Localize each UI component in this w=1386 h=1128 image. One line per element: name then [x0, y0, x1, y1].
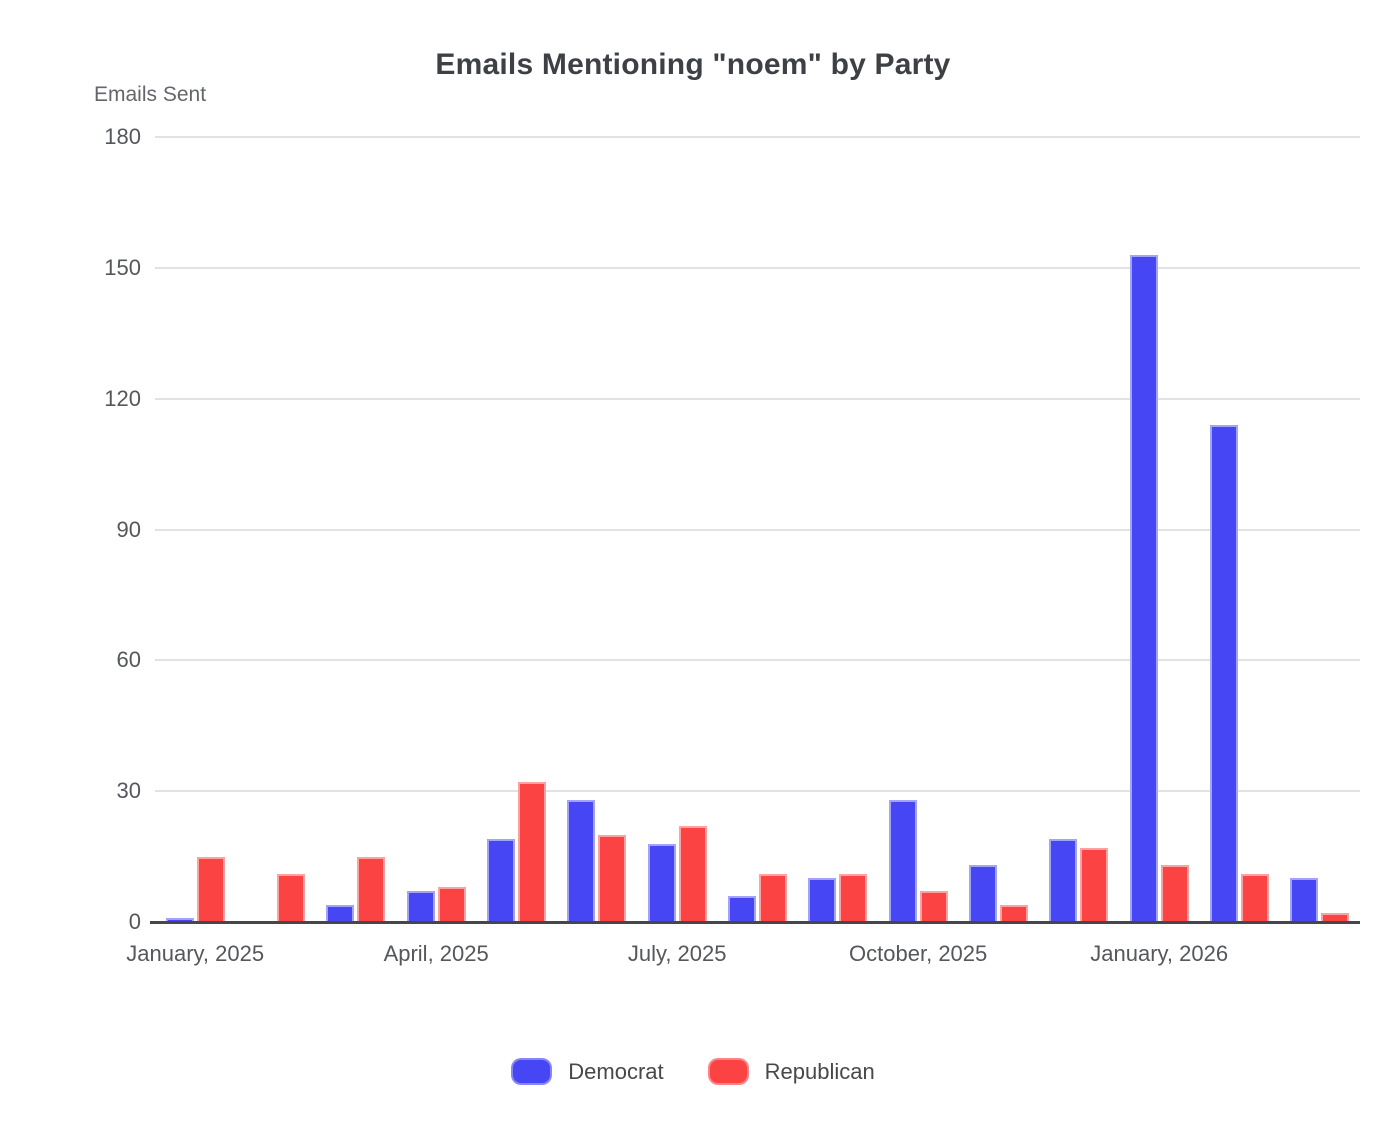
legend-label-republican: Republican — [764, 1058, 875, 1084]
y-tick-label-150: 150 — [104, 254, 141, 280]
y-tick-label-60: 60 — [116, 647, 141, 673]
bar-democrat-october-2025[interactable] — [888, 799, 917, 922]
legend-label-democrat: Democrat — [568, 1058, 664, 1084]
legend-item-republican[interactable]: Republican — [707, 1058, 875, 1085]
gridline-30 — [155, 790, 1360, 793]
bar-group-march-2025 — [316, 137, 396, 922]
bar-republican-may-2025[interactable] — [517, 782, 546, 922]
x-axis-line — [150, 921, 1360, 924]
bar-republican-february-2025[interactable] — [276, 874, 305, 922]
bar-group-september-2025 — [798, 137, 878, 922]
bar-democrat-september-2025[interactable] — [808, 878, 837, 922]
gridline-150 — [155, 266, 1360, 269]
bar-republican-november-2025[interactable] — [999, 904, 1028, 922]
bar-group-may-2025 — [476, 137, 556, 922]
y-tick-label-30: 30 — [116, 778, 141, 804]
bar-democrat-april-2025[interactable] — [406, 891, 435, 922]
x-tick-label-october-2025: October, 2025 — [849, 941, 988, 966]
x-tick-label-april-2025: April, 2025 — [383, 941, 489, 966]
chart-title: Emails Mentioning "noem" by Party — [435, 48, 951, 81]
y-axis-title: Emails Sent — [94, 83, 207, 106]
gridline-120 — [155, 397, 1360, 400]
bar-group-january-2025 — [155, 137, 235, 922]
bar-group-february-2026 — [1199, 137, 1279, 922]
y-tick-label-0: 0 — [128, 909, 141, 934]
plot-area: 0 30 60 90 120 150 180 January, 2025 April, 2025… — [104, 124, 1360, 966]
bar-democrat-march-2025[interactable] — [326, 904, 355, 922]
bar-republican-october-2025[interactable] — [919, 891, 948, 922]
bar-republican-august-2025[interactable] — [758, 874, 787, 922]
x-tick-label-july-2025: July, 2025 — [627, 941, 727, 966]
bar-democrat-july-2025[interactable] — [647, 843, 676, 922]
x-tick-label-january-2026: January, 2026 — [1090, 941, 1229, 966]
bar-republican-january-2025[interactable] — [196, 856, 225, 922]
gridline-60 — [155, 659, 1360, 662]
bar-republican-february-2026[interactable] — [1240, 874, 1269, 922]
bar-democrat-november-2025[interactable] — [968, 865, 997, 922]
bar-democrat-february-2026[interactable] — [1209, 424, 1238, 922]
y-tick-label-180: 180 — [104, 124, 141, 149]
gridline-180 — [155, 136, 1360, 138]
bar-group-july-2025 — [637, 137, 717, 922]
bar-group-august-2025 — [717, 137, 797, 922]
bar-democrat-january-2025[interactable] — [165, 917, 194, 922]
gridline-90 — [155, 528, 1360, 531]
bar-group-march-2026 — [1280, 137, 1360, 922]
bar-group-february-2025 — [235, 137, 315, 922]
legend-swatch-republican — [707, 1058, 749, 1085]
bar-republican-december-2025[interactable] — [1080, 847, 1109, 922]
bar-democrat-december-2025[interactable] — [1049, 839, 1078, 922]
legend: Democrat Republican — [0, 1058, 1386, 1085]
bar-republican-march-2025[interactable] — [357, 856, 386, 922]
bar-republican-january-2026[interactable] — [1160, 865, 1189, 922]
bar-democrat-june-2025[interactable] — [567, 799, 596, 922]
bar-democrat-may-2025[interactable] — [486, 839, 515, 922]
bar-democrat-january-2026[interactable] — [1129, 254, 1158, 922]
bar-group-november-2025 — [958, 137, 1038, 922]
x-tick-label-january-2025: January, 2025 — [126, 941, 265, 966]
bar-republican-march-2026[interactable] — [1321, 913, 1350, 922]
bar-republican-september-2025[interactable] — [839, 874, 868, 922]
bar-group-october-2025 — [878, 137, 958, 922]
legend-swatch-democrat — [511, 1058, 553, 1085]
y-tick-label-90: 90 — [116, 516, 141, 542]
bar-group-january-2026 — [1119, 137, 1199, 922]
bar-group-june-2025 — [557, 137, 637, 922]
bar-democrat-august-2025[interactable] — [727, 895, 756, 922]
bar-group-april-2025 — [396, 137, 476, 922]
bar-group-december-2025 — [1039, 137, 1119, 922]
y-tick-label-120: 120 — [104, 385, 141, 411]
bar-republican-july-2025[interactable] — [678, 826, 707, 922]
bar-democrat-march-2026[interactable] — [1290, 878, 1319, 922]
bar-republican-june-2025[interactable] — [598, 834, 627, 922]
legend-item-democrat[interactable]: Democrat — [511, 1058, 664, 1085]
bar-republican-april-2025[interactable] — [437, 887, 466, 922]
